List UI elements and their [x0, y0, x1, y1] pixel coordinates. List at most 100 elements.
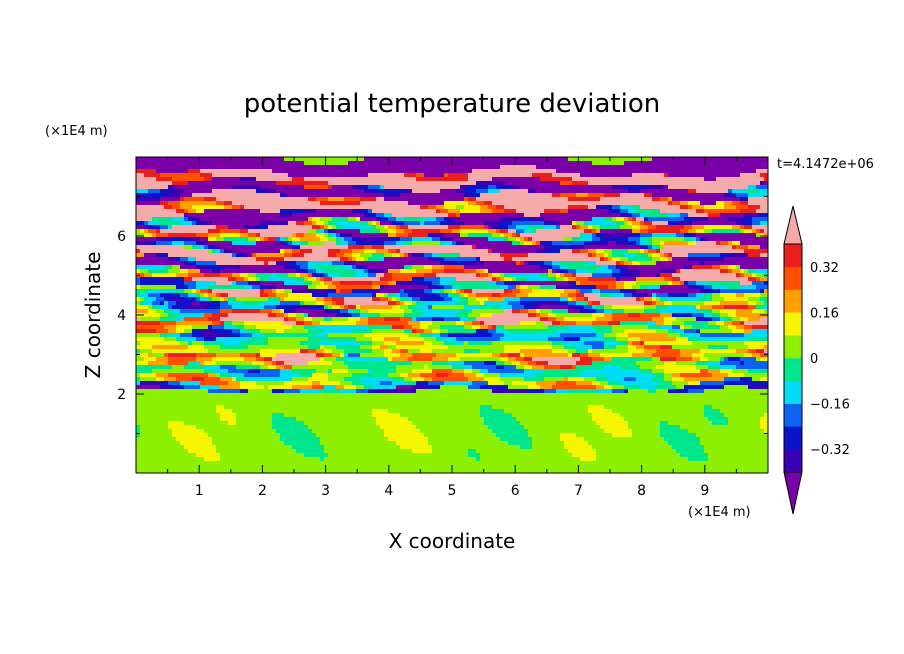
contour-cell: [140, 161, 145, 166]
contour-cell: [668, 221, 673, 226]
contour-cell: [728, 189, 733, 194]
contour-cell: [392, 205, 397, 210]
contour-cell: [160, 217, 165, 222]
contour-cell: [612, 157, 617, 162]
contour-cell: [236, 257, 241, 262]
contour-cell: [516, 209, 521, 214]
contour-cell: [584, 253, 589, 258]
contour-cell: [700, 181, 705, 186]
contour-cell: [184, 241, 189, 246]
contour-cell: [612, 257, 617, 262]
contour-cell: [660, 213, 665, 218]
contour-cell: [168, 205, 173, 210]
contour-cell: [208, 177, 213, 182]
contour-cell: [388, 257, 393, 262]
contour-cell: [404, 245, 409, 250]
contour-cell: [696, 181, 701, 186]
contour-cell: [692, 237, 697, 242]
contour-cell: [512, 277, 517, 282]
contour-cell: [268, 185, 273, 190]
contour-cell: [296, 213, 301, 218]
contour-cell: [556, 189, 561, 194]
contour-cell: [688, 229, 693, 234]
contour-cell: [684, 277, 689, 282]
contour-cell: [552, 273, 557, 278]
contour-cell: [740, 177, 745, 182]
contour-cell: [656, 265, 661, 270]
contour-cell: [392, 241, 397, 246]
contour-cell: [520, 241, 525, 246]
contour-cell: [352, 209, 357, 214]
contour-cell: [316, 205, 321, 210]
contour-cell: [304, 233, 309, 238]
contour-cell: [704, 225, 709, 230]
contour-cell: [156, 245, 161, 250]
contour-cell: [392, 233, 397, 238]
contour-cell: [204, 269, 209, 274]
contour-cell: [368, 261, 373, 266]
contour-cell: [340, 161, 345, 166]
contour-cell: [488, 213, 493, 218]
contour-cell: [408, 257, 413, 262]
contour-cell: [260, 221, 265, 226]
contour-cell: [232, 173, 237, 178]
contour-cell: [548, 177, 553, 182]
contour-cell: [144, 269, 149, 274]
contour-cell: [196, 157, 201, 162]
contour-cell: [644, 225, 649, 230]
contour-cell: [656, 209, 661, 214]
contour-cell: [648, 205, 653, 210]
contour-cell: [376, 257, 381, 262]
contour-cell: [760, 273, 765, 278]
contour-cell: [284, 257, 289, 262]
contour-cell: [552, 233, 557, 238]
contour-cell: [736, 201, 741, 206]
contour-cell: [192, 265, 197, 270]
contour-cell: [488, 157, 493, 162]
contour-cell: [416, 253, 421, 258]
contour-cell: [384, 165, 389, 170]
contour-cell: [624, 213, 629, 218]
contour-cell: [756, 253, 761, 258]
contour-cell: [484, 245, 489, 250]
contour-cell: [344, 157, 349, 162]
contour-cell: [472, 205, 477, 210]
contour-cell: [716, 181, 721, 186]
contour-cell: [292, 277, 297, 282]
contour-cell: [300, 185, 305, 190]
contour-cell: [388, 237, 393, 242]
contour-cell: [420, 261, 425, 266]
contour-cell: [632, 169, 637, 174]
contour-cell: [208, 173, 213, 178]
contour-cell: [340, 217, 345, 222]
contour-cell: [540, 245, 545, 250]
contour-cell: [748, 265, 753, 270]
contour-cell: [736, 237, 741, 242]
contour-cell: [432, 229, 437, 234]
contour-cell: [172, 269, 177, 274]
contour-cell: [172, 177, 177, 182]
contour-cell: [260, 265, 265, 270]
contour-cell: [420, 249, 425, 254]
contour-cell: [348, 165, 353, 170]
contour-cell: [664, 221, 669, 226]
contour-cell: [376, 281, 381, 286]
contour-cell: [156, 241, 161, 246]
contour-cell: [616, 213, 621, 218]
contour-cell: [660, 273, 665, 278]
contour-cell: [632, 189, 637, 194]
contour-cell: [352, 233, 357, 238]
contour-cell: [196, 217, 201, 222]
contour-cell: [352, 229, 357, 234]
contour-cell: [612, 181, 617, 186]
contour-cell: [644, 221, 649, 226]
contour-cell: [376, 201, 381, 206]
contour-cell: [208, 169, 213, 174]
contour-cell: [468, 245, 473, 250]
contour-cell: [400, 177, 405, 182]
contour-cell: [524, 277, 529, 282]
contour-cell: [164, 177, 169, 182]
contour-cell: [676, 169, 681, 174]
contour-cell: [420, 265, 425, 270]
contour-cell: [432, 245, 437, 250]
